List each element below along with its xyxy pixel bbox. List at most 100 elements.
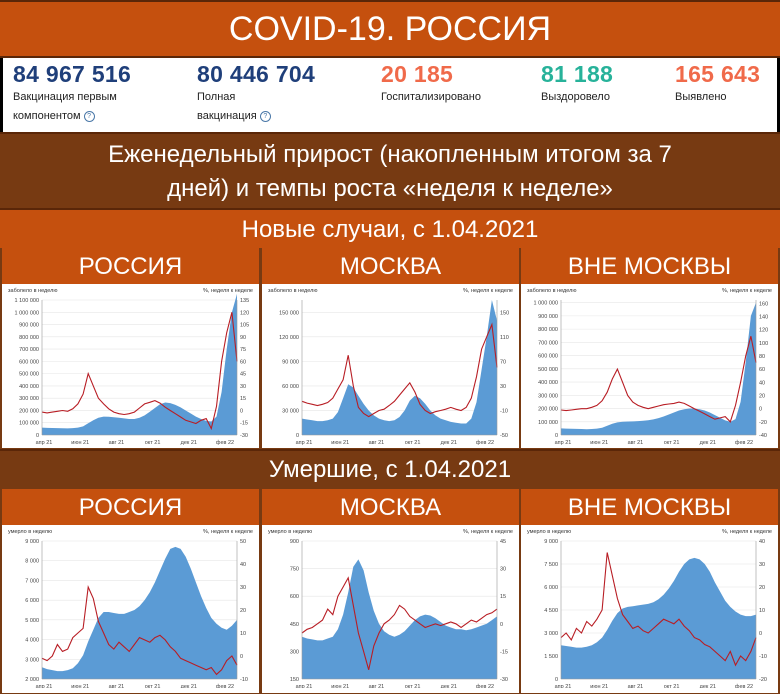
panel-title: МОСКВА: [262, 248, 519, 284]
y-tick-label-left: 600 000: [19, 359, 39, 365]
panel-title: ВНЕ МОСКВЫ: [521, 489, 778, 525]
stat-value: 81 188: [541, 61, 614, 87]
y-axis-right-label: %, неделя к неделе: [203, 288, 253, 294]
y-tick-label-right: 45: [500, 539, 506, 545]
panel-title: МОСКВА: [262, 489, 519, 525]
x-tick-label: авг 21: [628, 440, 644, 446]
y-tick-label-left: 900: [290, 539, 299, 545]
stat-value: 165 643: [675, 61, 761, 87]
stat-label-line2: компонентом: [13, 110, 81, 122]
line-series: [301, 576, 498, 670]
y-tick-label-right: 140: [759, 314, 768, 320]
y-tick-label-left: 200 000: [538, 407, 558, 413]
x-tick-label: апр 21: [555, 684, 572, 688]
y-axis-left-label: заболело в неделю: [8, 288, 57, 294]
section-new-cases: Новые случаи, с 1.04.2021: [0, 208, 780, 248]
y-tick-label-right: -30: [240, 433, 248, 439]
y-tick-label-left: 8 000: [25, 559, 39, 565]
area-series: [561, 302, 756, 435]
stat-label-line1: Вакцинация первым: [13, 91, 117, 103]
x-tick-label: фев 22: [735, 440, 753, 446]
y-tick-label-right: -30: [500, 677, 508, 683]
subtitle: Еженедельный прирост (накопленным итогом…: [0, 132, 780, 208]
x-tick-label: дек 21: [700, 440, 716, 446]
y-tick-label-left: 30 000: [282, 408, 299, 414]
y-tick-label-left: 0: [36, 433, 39, 439]
y-tick-label-right: 90: [240, 335, 246, 341]
y-tick-label-left: 500 000: [538, 367, 558, 373]
y-tick-label-left: 400 000: [538, 380, 558, 386]
y-tick-label-right: 80: [759, 354, 765, 360]
x-tick-label: июн 21: [590, 684, 608, 688]
y-tick-label-right: 15: [500, 594, 506, 600]
y-tick-label-left: 5 000: [25, 618, 39, 624]
y-tick-label-left: 6 000: [544, 585, 558, 591]
y-tick-label-right: -10: [500, 408, 508, 414]
stats-bar: 84 967 516 Вакцинация первым компонентом …: [0, 58, 780, 132]
x-tick-label: дек 21: [181, 684, 197, 688]
y-tick-label-left: 100 000: [19, 421, 39, 427]
y-tick-label-right: 0: [240, 654, 243, 660]
area-series: [302, 559, 497, 679]
stat-label: Выявлено: [675, 91, 727, 103]
y-tick-label-left: 3 000: [544, 631, 558, 637]
stat-label-line2: вакцинация: [197, 110, 257, 122]
y-tick-label-right: 0: [759, 631, 762, 637]
y-tick-label-left: 800 000: [538, 327, 558, 333]
y-tick-label-left: 300 000: [538, 393, 558, 399]
x-tick-label: авг 21: [109, 684, 125, 688]
stat-detected: 165 643 Выявлено: [675, 60, 760, 107]
y-tick-label-right: -20: [759, 677, 767, 683]
y-tick-label-right: 50: [240, 539, 246, 545]
y-tick-label-right: -10: [759, 654, 767, 660]
line-series: [560, 552, 757, 667]
x-tick-label: окт 21: [145, 684, 161, 688]
y-tick-label-right: 110: [500, 335, 509, 341]
x-tick-label: фев 22: [216, 440, 234, 446]
y-tick-label-left: 150: [290, 677, 299, 683]
y-tick-label-left: 1 000 000: [534, 301, 558, 307]
chart-deaths-moscow: умерло в неделю%, неделя к неделе1503004…: [268, 529, 513, 688]
y-tick-label-right: 45: [240, 372, 246, 378]
y-tick-label-left: 4 500: [544, 608, 558, 614]
x-tick-label: авг 21: [369, 440, 385, 446]
y-tick-label-right: -50: [500, 433, 508, 439]
x-tick-label: апр 21: [36, 440, 53, 446]
chart-new-russia: заболело в неделю %, неделя к неделе 0 100 …: [8, 288, 253, 446]
x-tick-label: окт 21: [664, 684, 680, 688]
panel-deaths-outside-moscow: ВНЕ МОСКВЫ умерло в неделю %, неделя к не…: [521, 489, 778, 693]
panel-new-moscow: МОСКВА заболело в неделю %, неделя к неде…: [262, 248, 519, 448]
panel-new-russia: РОССИЯ заболело в неделю %, неделя к неде…: [2, 248, 259, 448]
area-series: [42, 293, 237, 435]
x-tick-label: фев 22: [735, 684, 753, 688]
help-icon[interactable]: ?: [83, 110, 95, 122]
chart-new-moscow: заболело в неделю %, неделя к неделе 0 30 0…: [268, 288, 513, 446]
x-tick-label: июн 21: [590, 440, 608, 446]
y-tick-label-left: 9 000: [544, 539, 558, 545]
y-axis-right-label: %, неделя к неделе: [722, 288, 772, 294]
y-tick-label-left: 7 500: [544, 562, 558, 568]
y-tick-label-left: 7 000: [25, 578, 39, 584]
area-series: [42, 546, 237, 679]
y-tick-label-right: -10: [240, 677, 248, 683]
y-tick-label-left: 9 000: [25, 539, 39, 545]
y-tick-label-right: -20: [759, 420, 767, 426]
panel-title: ВНЕ МОСКВЫ: [521, 248, 778, 284]
stat-label: Госпитализировано: [381, 91, 481, 103]
y-tick-label-right: 15: [240, 396, 246, 402]
stat-hospitalized: 20 185 Госпитализировано: [381, 60, 481, 107]
line-series: [41, 312, 238, 431]
stat-vaccination-full: 80 446 704 Полная вакцинация ?: [197, 60, 315, 126]
panel-deaths-russia: РОССИЯ умерло в неделю %, неделя к неделе…: [2, 489, 259, 693]
x-tick-label: дек 21: [181, 440, 197, 446]
x-tick-label: фев 22: [476, 440, 494, 446]
chart-new-outside-moscow: заболело в неделю %, неделя к неделе 0 100 …: [527, 288, 772, 446]
x-tick-label: фев 22: [476, 684, 494, 688]
y-tick-label-right: 20: [759, 393, 765, 399]
stat-label: Вакцинация первым компонентом ?: [13, 88, 131, 126]
y-tick-label-right: 40: [240, 562, 246, 568]
help-icon[interactable]: ?: [259, 110, 271, 122]
y-tick-label-right: 30: [500, 567, 506, 573]
stat-value: 84 967 516: [13, 61, 132, 87]
y-tick-label-right: 60: [240, 359, 246, 365]
